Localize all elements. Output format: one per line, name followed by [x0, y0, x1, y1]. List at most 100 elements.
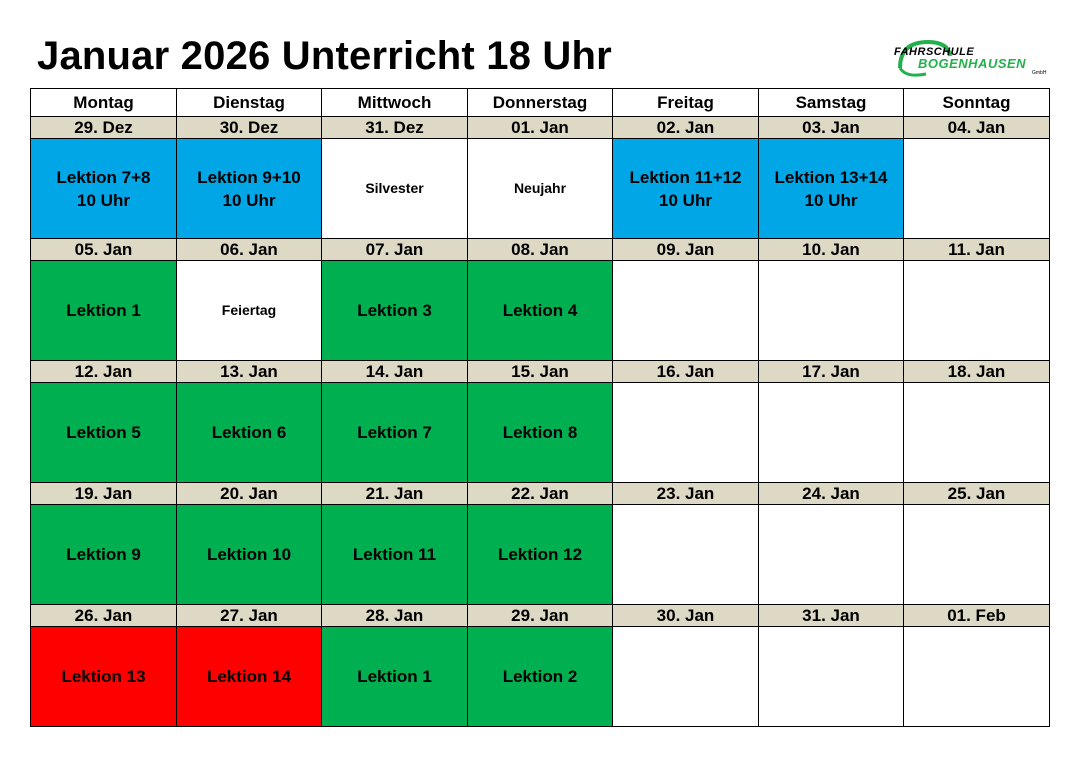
lesson-text: Lektion 1 — [357, 667, 432, 686]
lesson-text: Lektion 9+10 — [197, 167, 301, 187]
lesson-cell: Lektion 5 — [30, 382, 177, 483]
lesson-text: Lektion 4 — [502, 301, 578, 320]
date-cell: 24. Jan — [758, 482, 904, 505]
lesson-text: Lektion 10 — [206, 545, 292, 564]
empty-cell — [903, 260, 1050, 361]
lesson-cell: Lektion 14 — [176, 626, 322, 727]
empty-cell — [612, 382, 759, 483]
lesson-text: Lektion 3 — [357, 301, 432, 320]
lesson-text: Lektion 12 — [497, 545, 583, 564]
empty-cell — [903, 626, 1050, 727]
date-row: 05. Jan 06. Jan 07. Jan 08. Jan 09. Jan 10. J… — [30, 238, 1050, 261]
date-cell: 23. Jan — [612, 482, 759, 505]
empty-cell — [758, 626, 904, 727]
lesson-text: Lektion 8 — [502, 423, 578, 442]
date-cell: 12. Jan — [30, 360, 177, 383]
lesson-cell: Lektion 12 — [467, 504, 613, 605]
date-cell: 11. Jan — [903, 238, 1050, 261]
date-row: 29. Dez 30. Dez 31. Dez 01. Jan 02. Jan 03. J… — [30, 116, 1050, 139]
lesson-text: Lektion 5 — [66, 423, 141, 442]
date-cell: 29. Jan — [467, 604, 613, 627]
date-cell: 27. Jan — [176, 604, 322, 627]
date-cell: 14. Jan — [321, 360, 468, 383]
lesson-text: Lektion 6 — [211, 423, 287, 442]
lesson-text: Lektion 13 — [61, 667, 146, 686]
calendar-table: Montag Dienstag Mittwoch Donnerstag Frei… — [30, 88, 1050, 727]
empty-cell — [612, 260, 759, 361]
date-cell: 13. Jan — [176, 360, 322, 383]
empty-cell — [612, 504, 759, 605]
lesson-row: Lektion 7+8 10 Uhr Lektion 9+10 10 Uhr Silve… — [30, 138, 1050, 239]
weekday-header: Mittwoch — [321, 88, 468, 117]
logo-line-3: GmbH — [1032, 70, 1047, 76]
lesson-text: Lektion 1 — [66, 301, 141, 320]
date-row: 26. Jan 27. Jan 28. Jan 29. Jan 30. Jan 31. J… — [30, 604, 1050, 627]
lesson-text: Lektion 2 — [502, 667, 578, 686]
date-cell: 31. Dez — [321, 116, 468, 139]
lesson-cell: Lektion 4 — [467, 260, 613, 361]
lesson-text: Lektion 7 — [357, 423, 432, 442]
date-cell: 01. Feb — [903, 604, 1050, 627]
empty-cell — [758, 382, 904, 483]
weekday-header: Donnerstag — [467, 88, 613, 117]
lesson-cell: Lektion 9+10 10 Uhr — [176, 138, 322, 239]
lesson-cell: Lektion 3 — [321, 260, 468, 361]
date-cell: 09. Jan — [612, 238, 759, 261]
lesson-text: 10 Uhr — [804, 190, 858, 210]
lesson-text: Neujahr — [513, 180, 567, 196]
empty-cell — [758, 260, 904, 361]
weekday-header: Samstag — [758, 88, 904, 117]
logo-line-2: BOGENHAUSEN — [918, 56, 1027, 71]
empty-cell — [903, 504, 1050, 605]
empty-cell — [758, 504, 904, 605]
date-cell: 08. Jan — [467, 238, 613, 261]
date-cell: 10. Jan — [758, 238, 904, 261]
lesson-row: Lektion 5 Lektion 6 Lektion 7 Lektion 8 — [30, 382, 1050, 483]
date-cell: 30. Dez — [176, 116, 322, 139]
lesson-text: Feiertag — [221, 302, 277, 318]
lesson-cell: Lektion 1 — [30, 260, 177, 361]
weekday-header-row: Montag Dienstag Mittwoch Donnerstag Frei… — [30, 88, 1050, 117]
date-cell: 05. Jan — [30, 238, 177, 261]
empty-cell — [903, 382, 1050, 483]
date-cell: 20. Jan — [176, 482, 322, 505]
logo-arc-icon — [898, 39, 952, 77]
empty-cell — [612, 626, 759, 727]
lesson-cell: Neujahr — [467, 138, 613, 239]
date-cell: 07. Jan — [321, 238, 468, 261]
date-cell: 17. Jan — [758, 360, 904, 383]
empty-cell — [903, 138, 1050, 239]
lesson-text: Lektion 7+8 — [56, 167, 151, 187]
lesson-row: Lektion 13 Lektion 14 Lektion 1 Lektion 2 — [30, 626, 1050, 727]
lesson-cell: Lektion 10 — [176, 504, 322, 605]
date-cell: 30. Jan — [612, 604, 759, 627]
lesson-text: Lektion 13+14 — [774, 167, 888, 187]
lesson-text: Lektion 11+12 — [629, 167, 742, 187]
lesson-text: 10 Uhr — [77, 190, 130, 210]
date-cell: 02. Jan — [612, 116, 759, 139]
lesson-cell: Lektion 8 — [467, 382, 613, 483]
lesson-row: Lektion 1 Feiertag Lektion 3 Lektion 4 — [30, 260, 1050, 361]
date-cell: 22. Jan — [467, 482, 613, 505]
date-cell: 03. Jan — [758, 116, 904, 139]
lesson-cell: Lektion 13 — [30, 626, 177, 727]
lesson-cell: Silvester — [321, 138, 468, 239]
lesson-cell: Lektion 1 — [321, 626, 468, 727]
lesson-cell: Lektion 7 — [321, 382, 468, 483]
lesson-cell: Lektion 9 — [30, 504, 177, 605]
date-row: 19. Jan 20. Jan 21. Jan 22. Jan 23. Jan 24. J… — [30, 482, 1050, 505]
date-cell: 25. Jan — [903, 482, 1050, 505]
date-cell: 16. Jan — [612, 360, 759, 383]
lesson-row: Lektion 9 Lektion 10 Lektion 11 Lektion 12 — [30, 504, 1050, 605]
weekday-header: Dienstag — [176, 88, 322, 117]
page-title: Januar 2026 Unterricht 18 Uhr — [37, 34, 612, 78]
lesson-text: 10 Uhr — [659, 190, 712, 210]
date-cell: 26. Jan — [30, 604, 177, 627]
date-cell: 04. Jan — [903, 116, 1050, 139]
lesson-cell: Lektion 7+8 10 Uhr — [30, 138, 177, 239]
date-row: 12. Jan 13. Jan 14. Jan 15. Jan 16. Jan 17. J… — [30, 360, 1050, 383]
logo-line-1: FAHRSCHULE — [894, 46, 975, 58]
weekday-header: Freitag — [612, 88, 759, 117]
weekday-header: Sonntag — [903, 88, 1050, 117]
lesson-text: Lektion 14 — [206, 667, 292, 686]
